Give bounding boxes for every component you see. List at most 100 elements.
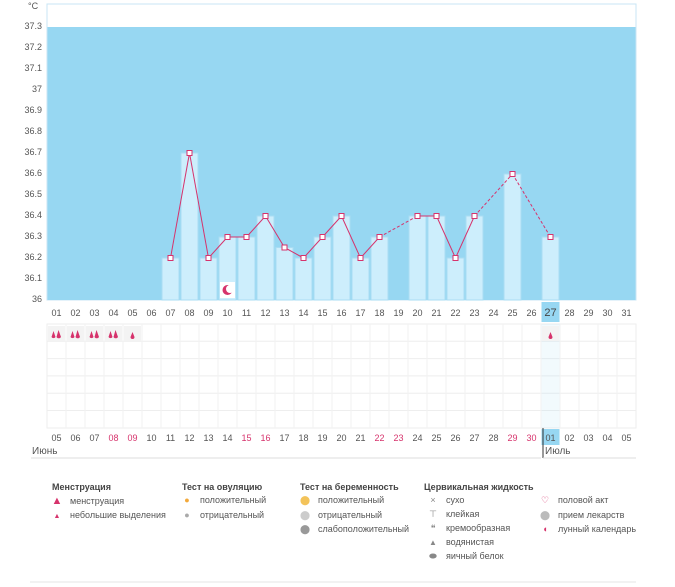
legend-ovulation-positive: ● положительный	[180, 495, 266, 505]
top-day-label: 08	[184, 308, 194, 318]
y-tick-label: 36.7	[24, 147, 42, 157]
temp-point	[205, 255, 212, 261]
legend-menstruation: ▲ менструация	[51, 495, 125, 507]
top-day-label: 20	[412, 308, 422, 318]
top-day-label: 25	[507, 308, 517, 318]
temp-bar	[256, 215, 275, 301]
top-day-label: 11	[242, 308, 251, 318]
bottom-day-label: 05	[621, 433, 631, 443]
bottom-day-label: 03	[583, 433, 593, 443]
y-tick-label: 36.8	[24, 126, 42, 136]
y-tick-label: 36.6	[24, 168, 42, 178]
temp-point	[452, 255, 459, 261]
bottom-day-label: 01	[545, 433, 555, 443]
top-day-label: 15	[317, 308, 327, 318]
temp-point	[300, 255, 307, 261]
bottom-day-label: 29	[507, 433, 517, 443]
ovulation-negative-icon: ●	[184, 510, 190, 520]
legend-pregnancy-weak: ⬤ слабоположительный	[299, 524, 410, 534]
moon-icon: ◖	[542, 524, 548, 534]
temp-point	[357, 255, 364, 261]
top-day-label: 07	[165, 308, 175, 318]
temp-point	[224, 234, 231, 240]
temp-bar	[541, 236, 560, 301]
temp-point	[243, 234, 250, 240]
legend-cervical-dry: × сухо	[426, 495, 464, 505]
bottom-day-label: 22	[374, 433, 384, 443]
top-day-label: 23	[469, 308, 479, 318]
bottom-day-label: 18	[298, 433, 308, 443]
unit-label: °C	[28, 1, 39, 11]
top-day-label: 19	[393, 308, 403, 318]
legend-cervical-eggwhite: ⬬ яичный белок	[426, 551, 503, 562]
cross-icon: ×	[430, 495, 436, 505]
y-tick-label: 36.1	[24, 273, 42, 283]
temp-line-segment	[265, 215, 285, 248]
menstruation-drop-icon	[113, 330, 118, 339]
legend-pregnancy-positive: ⬤ положительный	[299, 495, 385, 505]
temp-line-segment	[455, 215, 475, 259]
top-day-label: 22	[450, 308, 460, 318]
month-label-july: Июль	[545, 446, 571, 457]
legend-light-discharge: ▲ небольшие выделения	[50, 510, 166, 520]
temp-point	[281, 244, 288, 251]
legend-ovulation-negative: ● отрицательный	[180, 510, 264, 520]
temp-point	[433, 213, 440, 219]
temp-line-segment	[246, 215, 266, 238]
current-cycle-day-highlight	[541, 429, 560, 445]
top-day-label: 29	[583, 308, 593, 318]
drop-big-icon: ▲	[51, 495, 63, 507]
menstruation-drop-icon	[94, 330, 99, 339]
temp-point	[186, 150, 193, 156]
top-day-label: 16	[336, 308, 346, 318]
bottom-day-label: 08	[108, 433, 118, 443]
top-day-label: 18	[374, 308, 384, 318]
y-tick-label: 36	[31, 294, 42, 304]
bottom-day-label: 27	[469, 433, 479, 443]
bottom-day-label: 26	[450, 433, 460, 443]
temp-line-segment	[341, 215, 361, 259]
temp-point	[414, 213, 421, 219]
bottom-day-label: 07	[89, 433, 99, 443]
light-discharge-drop-icon	[130, 332, 135, 339]
y-tick-label: 36.3	[24, 231, 42, 241]
temp-bar	[408, 215, 427, 301]
menstruation-cell	[48, 326, 65, 341]
menstruation-drop-icon	[70, 331, 75, 339]
current-day-highlight	[541, 302, 560, 322]
bottom-day-label: 10	[146, 433, 156, 443]
water-drop-icon: ▲	[429, 538, 437, 547]
temp-bar	[161, 257, 180, 301]
bottom-day-label: 30	[526, 433, 536, 443]
menstruation-cell	[105, 326, 122, 341]
top-day-label: 09	[203, 308, 213, 318]
temp-bar	[199, 257, 218, 301]
top-day-label: 30	[602, 308, 612, 318]
temp-point	[167, 255, 174, 261]
legend-cervical-watery: ▲ водянистая	[426, 537, 494, 547]
menstruation-cell	[86, 326, 103, 341]
top-day-label: 01	[51, 308, 61, 318]
bottom-day-label: 17	[279, 433, 289, 443]
y-tick-label: 37.3	[24, 21, 42, 31]
temp-line-segment	[189, 152, 209, 259]
temp-point	[471, 213, 478, 219]
ovulation-positive-icon: ●	[184, 495, 190, 505]
top-day-label: 14	[298, 308, 308, 318]
top-day-label: 03	[89, 308, 99, 318]
bottom-day-label: 09	[127, 433, 137, 443]
legend-cervical-creamy: ❝ кремообразная	[426, 523, 511, 534]
y-tick-label: 37.2	[24, 42, 42, 52]
temp-line-segment	[512, 173, 551, 238]
legend-moon: ◖ лунный календарь	[538, 524, 636, 534]
legend-title-menstruation: Менструация	[52, 482, 111, 492]
legend-title-pregnancy: Тест на беременность	[300, 482, 399, 492]
bottom-day-label: 15	[241, 433, 251, 443]
temp-point	[262, 213, 269, 219]
top-day-label: 26	[526, 308, 536, 318]
bottom-day-label: 12	[184, 433, 194, 443]
temp-point	[509, 171, 516, 177]
legend-medication: ⬤ прием лекарств	[539, 510, 625, 520]
bottom-day-label: 21	[355, 433, 365, 443]
top-day-label: 28	[564, 308, 574, 318]
